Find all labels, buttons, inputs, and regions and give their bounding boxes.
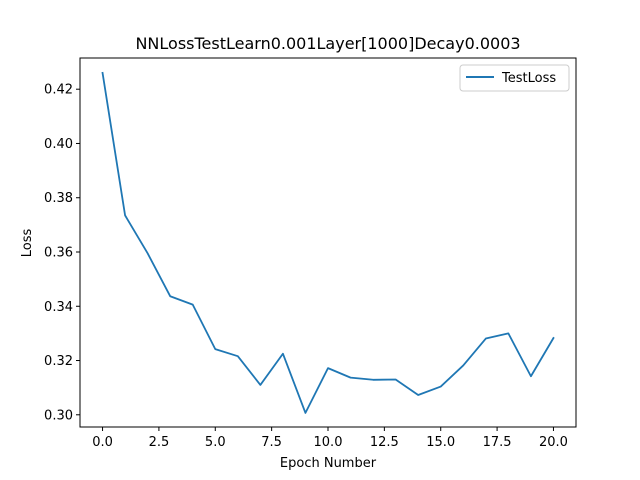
y-tick-label: 0.38 <box>44 191 73 206</box>
legend: TestLoss <box>459 64 570 92</box>
y-axis: 0.30 0.32 0.34 0.36 0.38 0.40 0.42 <box>44 83 80 423</box>
y-tick-label: 0.34 <box>44 300 73 315</box>
x-axis-label: Epoch Number <box>280 456 377 471</box>
y-tick-label: 0.40 <box>44 137 73 152</box>
legend-box <box>459 64 570 92</box>
x-tick-label: 7.5 <box>261 435 282 450</box>
series-line-testloss <box>101 71 555 414</box>
y-tick-label: 0.32 <box>44 354 73 369</box>
x-tick-label: 2.5 <box>149 435 170 450</box>
x-tick-label: 15.0 <box>426 435 455 450</box>
y-tick-label: 0.30 <box>44 408 73 423</box>
y-tick-label: 0.42 <box>44 83 73 98</box>
series-layer <box>101 71 555 414</box>
x-tick-label: 10.0 <box>314 435 343 450</box>
x-tick-label: 12.5 <box>370 435 399 450</box>
x-tick-label: 0.0 <box>92 435 113 450</box>
legend-label-testloss: TestLoss <box>501 71 556 86</box>
x-tick-label: 17.5 <box>483 435 512 450</box>
y-axis-label: Loss <box>20 229 35 258</box>
x-tick-label: 20.0 <box>539 435 568 450</box>
chart-title: NNLossTestLearn0.001Layer[1000]Decay0.00… <box>135 34 520 53</box>
x-axis: 0.0 2.5 5.0 7.5 10.0 12.5 15.0 17.5 20.0 <box>92 427 568 450</box>
x-tick-label: 5.0 <box>205 435 226 450</box>
y-tick-label: 0.36 <box>44 245 73 260</box>
